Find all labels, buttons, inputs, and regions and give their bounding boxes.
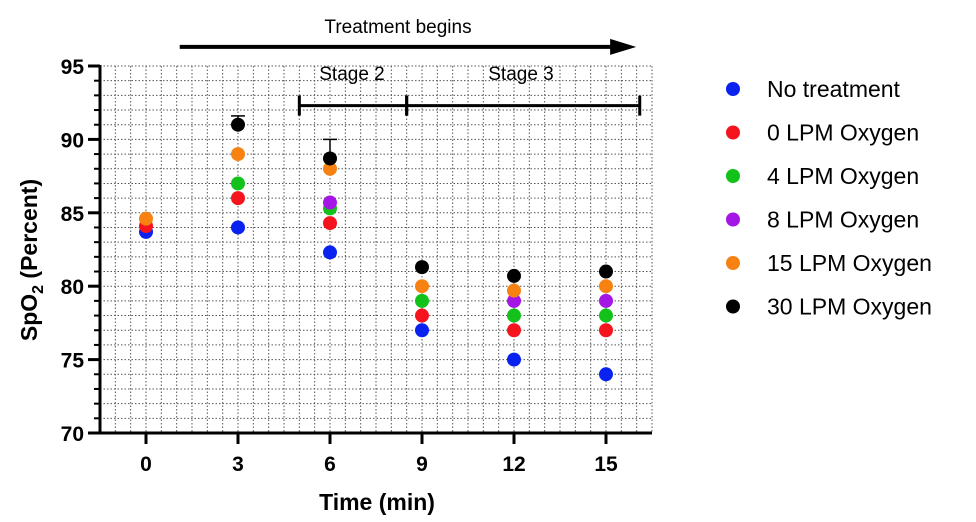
data-point-3 — [599, 308, 613, 323]
stage2-label: Stage 2 — [319, 64, 385, 85]
legend-label: 15 LPM Oxygen — [767, 250, 932, 276]
data-point-6 — [415, 260, 429, 275]
legend-marker — [726, 212, 740, 227]
y-axis-title: SpO2 (Percent) — [16, 179, 47, 341]
legend-label: 0 LPM Oxygen — [767, 120, 919, 146]
data-point-4 — [507, 293, 521, 308]
legend-label: 4 LPM Oxygen — [767, 163, 919, 189]
data-point-4 — [599, 293, 613, 308]
data-point-6 — [323, 151, 337, 166]
axes: 70 75 80 85 90 95 0 3 6 9 12 15 — [61, 56, 652, 476]
data-point-5 — [323, 161, 337, 176]
data-point-5 — [139, 211, 153, 226]
data-point-2 — [323, 216, 337, 231]
data-point-1 — [415, 323, 429, 338]
y-tick-label: 70 — [61, 423, 84, 446]
y-tick-label: 75 — [61, 350, 85, 373]
x-tick-label: 9 — [416, 453, 428, 476]
legend-marker — [726, 125, 740, 140]
data-point-5 — [599, 279, 613, 294]
data-point-2 — [415, 308, 429, 323]
legend-label: 8 LPM Oxygen — [767, 207, 919, 233]
y-tick-label: 95 — [61, 56, 85, 79]
y-tick-label: 80 — [61, 276, 84, 299]
data-point-1 — [323, 245, 337, 260]
x-tick-label: 12 — [502, 453, 525, 476]
data-point-5 — [415, 279, 429, 294]
data-point-5 — [507, 283, 521, 298]
x-axis-title: Time (min) — [319, 489, 435, 515]
x-tick-label: 3 — [232, 453, 244, 476]
data-point-4 — [323, 195, 337, 210]
data-point-2 — [231, 191, 245, 206]
x-tick-label: 15 — [594, 453, 618, 476]
data-point-3 — [507, 308, 521, 323]
y-axis-title-prefix: SpO — [16, 294, 42, 341]
x-tick-label: 0 — [140, 453, 152, 476]
y-axis-title-subscript: 2 — [30, 285, 47, 294]
x-tick-label: 6 — [324, 453, 336, 476]
data-point-3 — [415, 293, 429, 308]
legend-marker — [726, 256, 740, 270]
legend-marker — [726, 82, 740, 96]
stage3-label: Stage 3 — [488, 64, 554, 85]
y-tick-label: 90 — [61, 129, 84, 152]
legend: No treatment 0 LPM Oxygen 4 LPM Oxygen 8 LP… — [726, 76, 932, 320]
data-point-2 — [507, 323, 521, 338]
data-point-6 — [507, 268, 521, 283]
y-tick-label: 85 — [61, 203, 85, 226]
legend-marker — [726, 299, 740, 314]
annotations: Treatment begins Stage 2 Stage 3 — [179, 17, 642, 116]
data-point-6 — [599, 264, 613, 279]
y-axis-title-suffix: (Percent) — [16, 179, 42, 285]
legend-label: No treatment — [767, 76, 901, 102]
grid — [100, 65, 653, 433]
data-point-1 — [231, 220, 245, 235]
treatment-label: Treatment begins — [324, 17, 471, 38]
treatment-arrow-head — [610, 38, 637, 55]
legend-marker — [726, 169, 740, 183]
data-point-3 — [231, 176, 245, 191]
data-point-1 — [507, 352, 521, 367]
data-point-6 — [231, 117, 245, 132]
legend-label: 30 LPM Oxygen — [767, 294, 932, 320]
data-point-1 — [599, 367, 613, 382]
data-points — [139, 115, 613, 382]
data-point-2 — [599, 323, 613, 338]
data-point-5 — [231, 147, 245, 162]
